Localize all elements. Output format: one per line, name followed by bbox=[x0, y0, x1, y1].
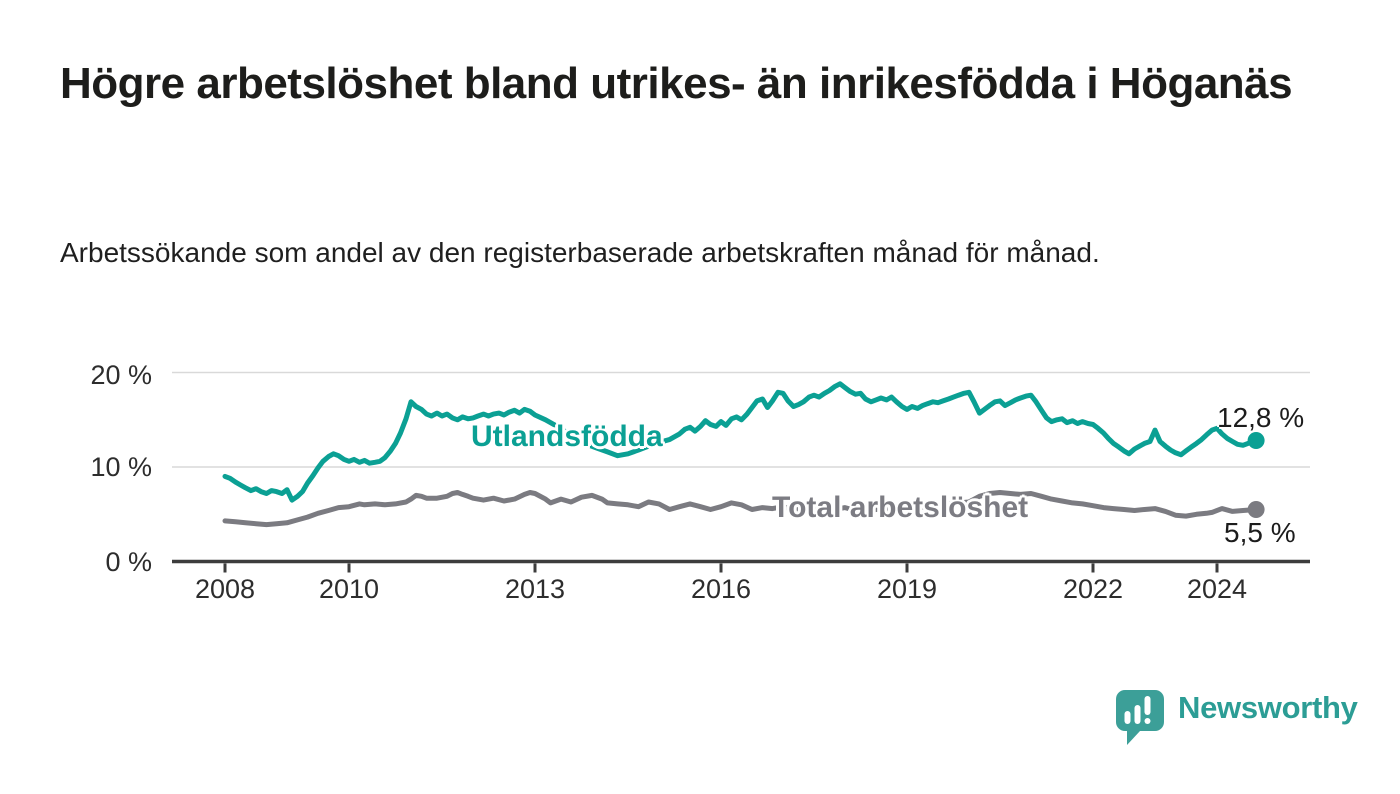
page-subtitle: Arbetssökande som andel av den registerb… bbox=[60, 237, 1100, 268]
y-axis-tick-label: 10 % bbox=[90, 452, 152, 482]
series-end-dot-total bbox=[1247, 501, 1265, 518]
x-axis-tick-label: 2013 bbox=[504, 574, 566, 604]
end-value-label-total: 5,5 % bbox=[1224, 517, 1296, 548]
newsworthy-logo-text: Newsworthy bbox=[1178, 690, 1358, 725]
y-axis-tick-label: 0 % bbox=[105, 547, 152, 577]
x-axis-tick-label: 2024 bbox=[1186, 574, 1248, 604]
x-axis-tick-label: 2019 bbox=[876, 574, 938, 604]
end-value-label-utlandsfodda: 12,8 % bbox=[1217, 402, 1305, 433]
series-line-total bbox=[222, 490, 1259, 528]
x-axis-tick-label: 2022 bbox=[1062, 574, 1124, 604]
series-line-utlandsfodda bbox=[222, 381, 1259, 503]
series-end-dot-utlandsfodda bbox=[1247, 432, 1265, 449]
x-axis-tick-label: 2016 bbox=[690, 574, 752, 604]
newsworthy-logo: Newsworthy bbox=[1114, 688, 1358, 748]
newsworthy-logo-icon bbox=[1116, 690, 1164, 745]
x-axis-tick-label: 2008 bbox=[194, 574, 256, 604]
series-label-total-arbetsloshet: Total arbetslöshet bbox=[772, 491, 1029, 524]
page-title: Högre arbetslöshet bland utrikes- än inr… bbox=[60, 59, 1293, 108]
y-axis-tick-label: 20 % bbox=[90, 360, 152, 390]
series-label-utlandsfodda: Utlandsfödda bbox=[471, 420, 663, 453]
x-axis-tick-label: 2010 bbox=[318, 574, 380, 604]
